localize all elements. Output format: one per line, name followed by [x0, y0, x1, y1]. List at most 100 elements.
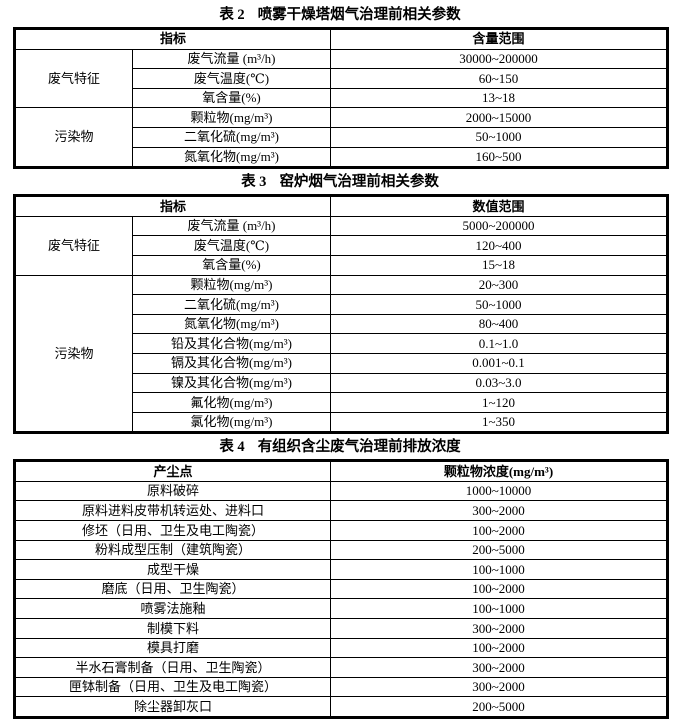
value-cell: 100~1000	[330, 598, 668, 620]
indicator-cell: 镍及其化合物(mg/m³)	[131, 372, 332, 394]
value-cell: 0.03~3.0	[330, 372, 669, 394]
table-row: 二氧化硫(mg/m³) 50~1000	[15, 126, 669, 148]
indicator-cell: 颗粒物(mg/m³)	[131, 107, 332, 128]
table-2-caption: 表 2 喷雾干燥塔烟气治理前相关参数	[13, 6, 667, 24]
value-cell: 50~1000	[330, 126, 669, 148]
indicator-cell: 氮氧化物(mg/m³)	[131, 146, 332, 169]
table-row: 铅及其化合物(mg/m³) 0.1~1.0	[15, 333, 669, 354]
table-row: 修坯（日用、卫生及电工陶瓷） 100~2000	[14, 520, 668, 541]
source-cell: 喷雾法施釉	[14, 598, 331, 620]
table-row: 污染物 颗粒物(mg/m³) 2000~15000	[14, 107, 669, 169]
value-cell: 100~2000	[330, 520, 668, 541]
value-cell: 5000~200000	[330, 215, 669, 237]
indicator-cell: 二氧化硫(mg/m³)	[131, 294, 332, 315]
value-cell: 13~18	[330, 87, 669, 109]
column-header: 产尘点	[14, 460, 331, 482]
column-header: 含量范围	[330, 28, 669, 50]
source-cell: 半水石膏制备（日用、卫生陶瓷）	[14, 657, 331, 678]
source-cell: 粉料成型压制（建筑陶瓷）	[14, 539, 331, 561]
table-row: 半水石膏制备（日用、卫生陶瓷） 300~2000	[14, 657, 668, 678]
value-cell: 80~400	[330, 313, 669, 335]
value-cell: 15~18	[330, 254, 669, 276]
table-row: 废气特征 废气流量 (m³/h) 5000~200000	[14, 215, 669, 276]
table-row: 二氧化硫(mg/m³) 50~1000	[15, 294, 669, 315]
value-cell: 160~500	[330, 146, 669, 169]
indicator-cell: 废气流量 (m³/h)	[131, 215, 332, 237]
table-row: 磨底（日用、卫生陶瓷） 100~2000	[14, 578, 668, 600]
column-header: 数值范围	[330, 195, 669, 217]
table-2-caption-title: 喷雾干燥塔烟气治理前相关参数	[257, 7, 461, 23]
table-row: 除尘器卸灰口 200~5000	[14, 696, 668, 718]
indicator-cell: 颗粒物(mg/m³)	[131, 274, 332, 296]
value-cell: 1~350	[330, 411, 669, 434]
source-cell: 原料进料皮带机转运处、进料口	[14, 500, 331, 522]
indicator-cell: 氯化物(mg/m³)	[131, 411, 332, 434]
source-cell: 成型干燥	[14, 559, 331, 580]
source-cell: 制模下料	[14, 618, 331, 639]
category-cell: 污染物	[14, 107, 133, 169]
value-cell: 30000~200000	[330, 48, 669, 70]
table-3-caption: 表 3 窑炉烟气治理前相关参数	[13, 173, 667, 191]
table-row: 原料破碎 1000~10000	[14, 480, 668, 502]
value-cell: 300~2000	[330, 657, 668, 678]
indicator-cell: 废气温度(℃)	[131, 68, 332, 89]
source-cell: 磨底（日用、卫生陶瓷）	[14, 578, 331, 600]
indicator-cell: 氧含量(%)	[131, 254, 332, 276]
value-cell: 100~2000	[330, 637, 668, 659]
value-cell: 60~150	[330, 68, 669, 89]
value-cell: 300~2000	[330, 618, 668, 639]
source-cell: 模具打磨	[14, 637, 331, 659]
column-header: 指标	[13, 28, 332, 50]
table-row: 喷雾法施釉 100~1000	[14, 598, 668, 620]
table-3-caption-label: 表 3	[241, 174, 267, 191]
indicator-cell: 镉及其化合物(mg/m³)	[131, 352, 332, 374]
table-row: 废气温度(℃) 120~400	[15, 235, 669, 256]
value-cell: 300~2000	[330, 676, 668, 698]
source-cell: 除尘器卸灰口	[14, 696, 331, 718]
table-row: 匣钵制备（日用、卫生及电工陶瓷） 300~2000	[14, 676, 668, 698]
table-row: 氮氧化物(mg/m³) 160~500	[15, 146, 669, 169]
value-cell: 2000~15000	[330, 107, 669, 128]
indicator-cell: 氮氧化物(mg/m³)	[131, 313, 332, 335]
indicator-cell: 二氧化硫(mg/m³)	[131, 126, 332, 148]
table-row: 成型干燥 100~1000	[14, 559, 668, 580]
value-cell: 1~120	[330, 392, 669, 413]
category-cell: 废气特征	[14, 215, 133, 276]
table-row: 粉料成型压制（建筑陶瓷） 200~5000	[14, 539, 668, 561]
value-cell: 100~2000	[330, 578, 668, 600]
category-cell: 废气特征	[14, 48, 133, 109]
value-cell: 100~1000	[330, 559, 668, 580]
value-cell: 200~5000	[330, 696, 668, 718]
table-4-caption-title: 有组织含尘废气治理前排放浓度	[257, 439, 461, 456]
table-row: 氯化物(mg/m³) 1~350	[15, 411, 669, 434]
table-3-kiln-params: 指标 数值范围 废气特征 废气流量 (m³/h) 5000~200000 废气温度(℃) 1…	[13, 194, 670, 435]
column-header: 指标	[13, 195, 332, 217]
table-2-caption-label: 表 2	[219, 7, 245, 23]
table-4-caption-label: 表 4	[219, 439, 245, 456]
value-cell: 300~2000	[330, 500, 668, 522]
table-row: 污染物 颗粒物(mg/m³) 20~300	[14, 274, 669, 434]
table-2-spray-dryer-params: 指标 含量范围 废气特征 废气流量 (m³/h) 30000~200000 废气温度(℃)…	[13, 27, 670, 170]
table-row: 废气特征 废气流量 (m³/h) 30000~200000	[14, 48, 669, 109]
table-4-dust-emission-concentrations: 产尘点 颗粒物浓度(mg/m³) 原料破碎 1000~10000 原料进料皮带机转运处、…	[13, 459, 669, 719]
indicator-cell: 氧含量(%)	[131, 87, 332, 109]
category-cell: 污染物	[14, 274, 133, 434]
header-row: 指标 含量范围	[13, 28, 669, 50]
value-cell: 20~300	[330, 274, 669, 296]
header-row: 指标 数值范围	[13, 195, 669, 217]
column-header: 颗粒物浓度(mg/m³)	[330, 460, 668, 482]
value-cell: 0.1~1.0	[330, 333, 669, 354]
value-cell: 120~400	[330, 235, 669, 256]
value-cell: 200~5000	[330, 539, 668, 561]
value-cell: 0.001~0.1	[330, 352, 669, 374]
source-cell: 修坯（日用、卫生及电工陶瓷）	[14, 520, 331, 541]
source-cell: 匣钵制备（日用、卫生及电工陶瓷）	[14, 676, 331, 698]
value-cell: 50~1000	[330, 294, 669, 315]
value-cell: 1000~10000	[330, 480, 668, 502]
table-row: 制模下料 300~2000	[14, 618, 668, 639]
table-row: 氮氧化物(mg/m³) 80~400	[15, 313, 669, 335]
header-row: 产尘点 颗粒物浓度(mg/m³)	[14, 460, 668, 482]
table-row: 镍及其化合物(mg/m³) 0.03~3.0	[15, 372, 669, 394]
table-row: 原料进料皮带机转运处、进料口 300~2000	[14, 500, 668, 522]
